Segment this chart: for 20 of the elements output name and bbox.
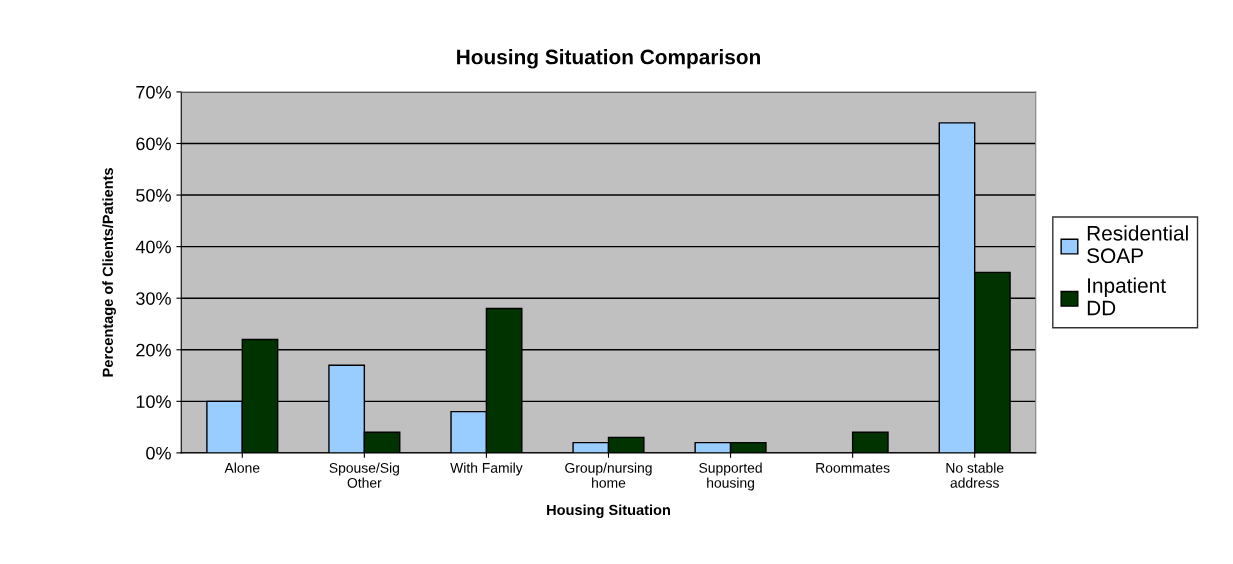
x-tick-label: Alone <box>224 462 260 473</box>
chart-title: Housing Situation Comparison <box>457 49 760 69</box>
y-tick-label: 20% <box>136 343 171 357</box>
y-tick-label: 60% <box>136 137 171 151</box>
legend-label: Inpatient DD <box>1087 277 1166 316</box>
y-axis-title: Percentage of Clients/Patients <box>102 168 116 377</box>
x-axis-title: Housing Situation <box>547 504 670 519</box>
y-tick-label: 50% <box>136 189 171 202</box>
y-tick-label: 30% <box>136 292 171 305</box>
y-tick-label: 10% <box>136 395 171 409</box>
x-tick-label: No stable address <box>946 462 1004 488</box>
y-tick-label: 0% <box>146 446 171 460</box>
x-tick-label: Supported housing <box>699 462 762 491</box>
x-tick-label: With Family <box>450 462 523 476</box>
y-tick-label: 40% <box>135 240 171 254</box>
legend-label: Residential SOAP <box>1087 225 1188 264</box>
x-tick-label: Group/nursing home <box>565 462 652 488</box>
x-tick-label: Spouse/Sig Other <box>329 462 399 488</box>
y-tick-label: 70% <box>136 85 171 99</box>
x-tick-label: Roommates <box>816 463 890 473</box>
